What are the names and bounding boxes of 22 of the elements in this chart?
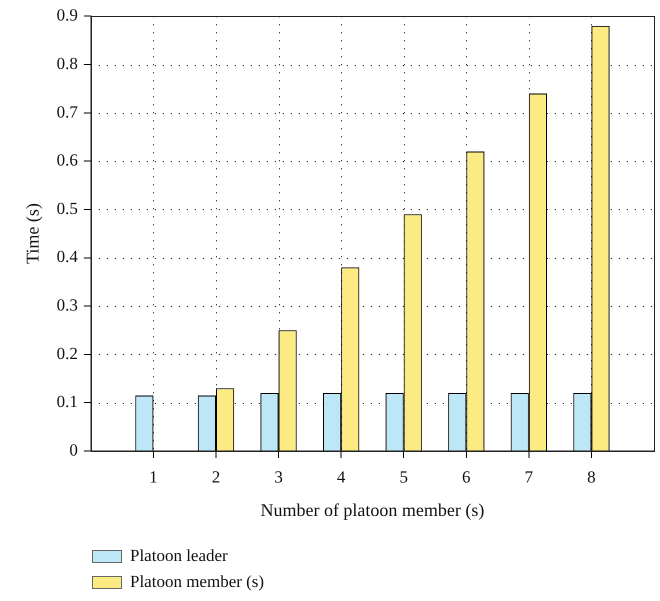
x-tick-label: 5: [399, 468, 408, 487]
y-tick-label: 0.8: [56, 54, 78, 73]
x-tick-label: 3: [274, 468, 283, 487]
legend-label: Platoon leader: [130, 546, 228, 566]
y-tick-label: 0.4: [56, 247, 78, 266]
x-tick-label: 6: [462, 468, 471, 487]
x-axis-title: Number of platoon member (s): [260, 500, 484, 520]
y-tick-label: 0.7: [56, 102, 78, 122]
x-tick-label: 1: [149, 468, 158, 487]
y-tick-label: 0.3: [56, 296, 78, 315]
y-tick-label: 0.5: [56, 198, 78, 218]
y-tick-label: 0.1: [56, 392, 78, 412]
x-tick-label: 2: [212, 468, 220, 487]
y-tick-label: 0.2: [56, 344, 78, 363]
y-tick-label: 0.6: [56, 150, 78, 170]
legend-label: Platoon member (s): [130, 572, 264, 592]
y-tick-label: 0.9: [56, 6, 78, 25]
y-axis-title: Time (s): [22, 203, 43, 264]
x-tick-label: 8: [587, 468, 596, 487]
x-tick-label: 7: [524, 468, 534, 487]
y-tick-label: 0: [69, 440, 78, 460]
x-tick-label: 4: [336, 468, 346, 487]
